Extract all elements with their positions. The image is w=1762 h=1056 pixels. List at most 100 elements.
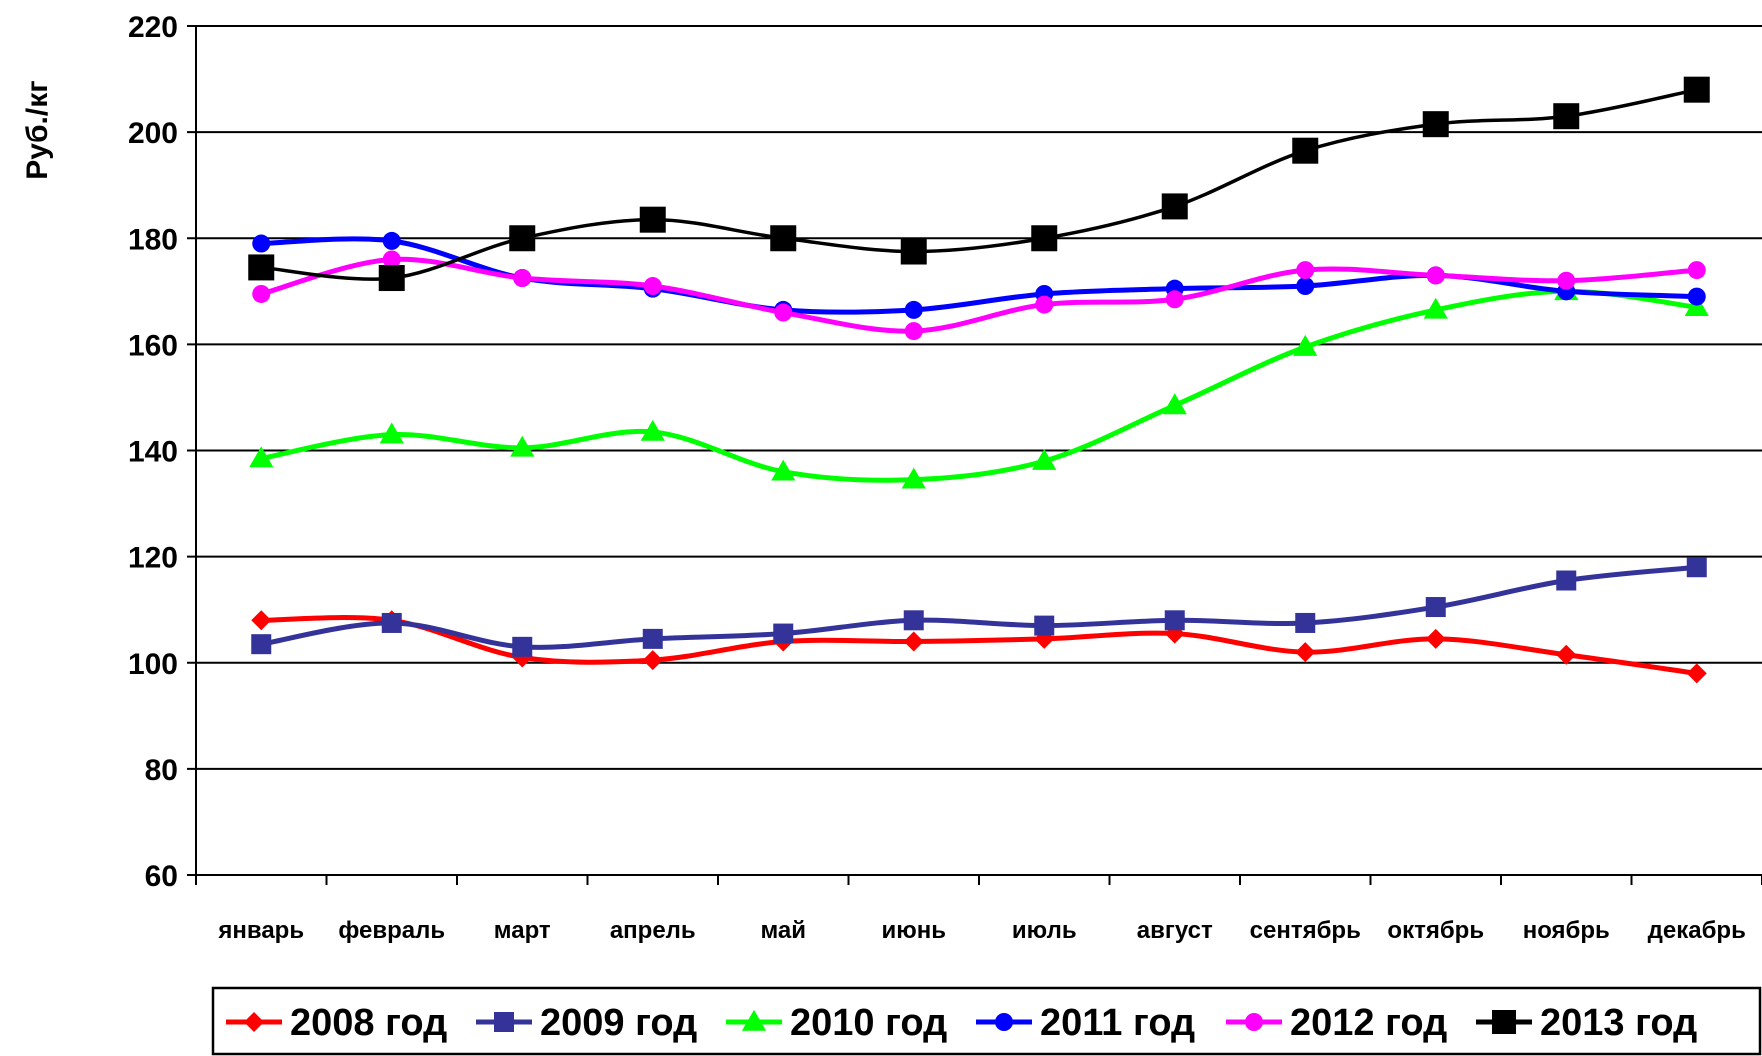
data-point — [773, 623, 794, 644]
data-point — [640, 419, 665, 441]
legend-item: 2011 год — [976, 1002, 1195, 1044]
x-tick-label: июнь — [882, 917, 947, 944]
data-point — [642, 650, 663, 671]
data-point — [1292, 137, 1319, 164]
series-2011-год — [252, 231, 1706, 319]
legend-item: 2008 год — [226, 1002, 447, 1044]
y-tick-label: 120 — [128, 542, 178, 575]
series-line — [260, 288, 1698, 483]
data-point — [1031, 225, 1058, 252]
gridlines — [196, 25, 1762, 770]
data-point — [642, 628, 663, 649]
legend-marker — [1492, 1010, 1516, 1034]
data-point — [1686, 557, 1707, 578]
data-point — [1425, 628, 1446, 649]
data-point — [513, 269, 532, 288]
series-2013-год — [248, 76, 1710, 292]
data-point — [252, 234, 271, 253]
series-line — [260, 564, 1698, 650]
data-point — [1426, 266, 1445, 285]
x-tick-label: август — [1137, 917, 1213, 944]
legend-marker — [741, 1009, 767, 1031]
data-point — [1161, 193, 1188, 220]
series-line — [261, 615, 1698, 676]
data-point — [1296, 261, 1315, 280]
legend: 2008 год 2009 год 2010 год 2011 год 2012 год… — [211, 986, 1762, 1056]
data-point — [1164, 610, 1185, 631]
series-2010-год — [249, 279, 1709, 489]
series-2012-год — [252, 250, 1706, 341]
legend-label: 2012 год — [1290, 1002, 1447, 1044]
data-point — [1032, 449, 1057, 470]
data-point — [904, 322, 923, 341]
data-point — [900, 238, 927, 265]
data-point — [1293, 334, 1318, 356]
legend-item: 2009 год — [476, 1002, 697, 1044]
data-point — [1165, 290, 1184, 309]
data-point — [252, 284, 271, 303]
x-tick-label: май — [760, 917, 806, 944]
x-axis-ticks: январь февраль март апрель май июнь июль август… — [217, 917, 1745, 944]
data-point — [774, 303, 793, 322]
legend-label: 2010 год — [790, 1002, 947, 1044]
x-tick-label: январь — [217, 917, 304, 944]
legend-marker — [494, 1012, 514, 1032]
data-point — [1556, 570, 1577, 591]
x-tick-label: июль — [1012, 917, 1077, 944]
x-tick-label: сентябрь — [1250, 917, 1361, 944]
data-point — [1683, 76, 1710, 103]
data-point — [639, 206, 666, 233]
data-point — [1295, 642, 1316, 663]
data-point — [1687, 287, 1706, 306]
y-tick-label: 220 — [128, 11, 178, 44]
y-tick-label: 100 — [128, 648, 178, 681]
legend-item: 2012 год — [1226, 1002, 1447, 1044]
data-point — [1035, 295, 1054, 314]
data-point — [1553, 103, 1580, 130]
x-tick-label: март — [494, 917, 551, 944]
series-line — [261, 87, 1698, 281]
data-point — [1295, 612, 1316, 633]
data-point — [251, 634, 272, 655]
legend-marker — [244, 1012, 264, 1032]
data-point — [1687, 261, 1706, 280]
data-point — [1296, 277, 1315, 296]
legend-marker — [995, 1013, 1013, 1031]
y-tick-label: 140 — [128, 436, 178, 469]
legend-item: 2013 год — [1476, 1002, 1697, 1044]
legend-label: 2011 год — [1040, 1002, 1195, 1044]
data-point — [381, 612, 402, 633]
data-point — [1422, 111, 1449, 138]
data-point — [248, 254, 275, 281]
data-point — [643, 277, 662, 296]
y-tick-label: 180 — [128, 223, 178, 256]
data-point — [903, 610, 924, 631]
legend-item: 2010 год — [726, 1002, 947, 1044]
legend-label: 2013 год — [1540, 1002, 1697, 1044]
series-line — [260, 256, 1697, 334]
series-group — [248, 76, 1710, 684]
y-tick-label: 200 — [128, 117, 178, 150]
y-tick-label: 60 — [145, 860, 178, 893]
legend-label: 2008 год — [290, 1002, 447, 1044]
legend-label: 2009 год — [540, 1002, 697, 1044]
x-tick-label: ноябрь — [1523, 917, 1610, 944]
data-point — [249, 446, 274, 468]
data-point — [382, 250, 401, 269]
data-point — [1034, 615, 1055, 636]
data-point — [903, 631, 924, 652]
x-tick-label: декабрь — [1648, 917, 1746, 944]
data-point — [771, 459, 796, 481]
x-tick-label: апрель — [610, 917, 696, 944]
data-point — [382, 231, 401, 250]
data-point — [378, 265, 405, 292]
y-tick-label: 160 — [128, 329, 178, 362]
y-tick-label: 80 — [145, 754, 178, 787]
data-point — [1162, 393, 1187, 415]
data-point — [1556, 644, 1577, 665]
data-point — [251, 610, 272, 631]
x-tick-label: октябрь — [1387, 917, 1484, 944]
axes — [187, 25, 1762, 885]
data-point — [379, 422, 404, 444]
